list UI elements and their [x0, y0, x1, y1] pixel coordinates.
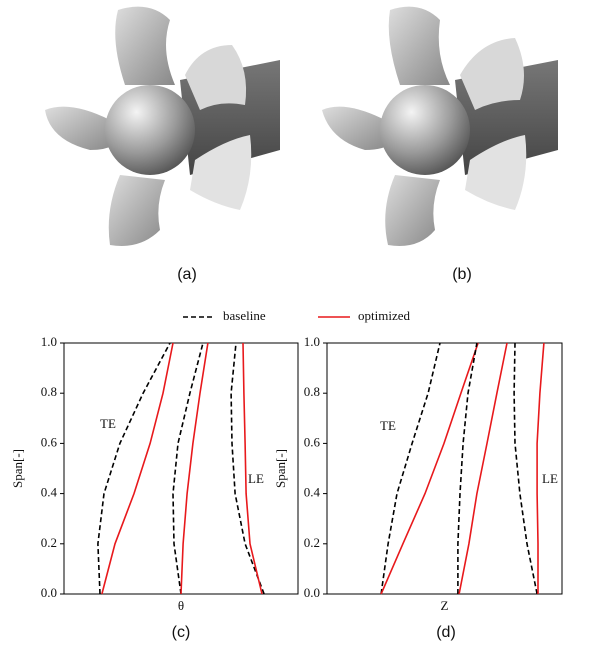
plot-frame — [327, 343, 562, 594]
caption: (a) — [177, 266, 197, 283]
y-axis-label: Span[-] — [10, 449, 25, 488]
y-tick-label: 0.4 — [41, 485, 58, 500]
series-line — [458, 343, 477, 594]
x-axis-label: Z — [441, 598, 449, 613]
series-line — [459, 343, 507, 594]
y-tick-label: 1.0 — [41, 334, 57, 349]
impeller-render-b — [322, 7, 558, 246]
caption: (b) — [452, 266, 472, 283]
y-axis-label: Span[-] — [273, 449, 288, 488]
series-line — [181, 343, 208, 594]
series-line — [231, 343, 264, 594]
series-line — [243, 343, 262, 594]
y-tick-label: 0.2 — [41, 535, 57, 550]
annotation: TE — [380, 418, 396, 433]
series-line — [98, 343, 170, 594]
y-tick-label: 0.4 — [304, 485, 321, 500]
legend-label: optimized — [358, 308, 410, 323]
annotation: LE — [248, 471, 264, 486]
annotation: LE — [542, 471, 558, 486]
caption: (c) — [172, 624, 191, 641]
y-tick-label: 0.0 — [41, 585, 57, 600]
legend-label: baseline — [223, 308, 266, 323]
x-axis-label: θ — [178, 598, 184, 613]
series-line — [173, 343, 203, 594]
caption: (d) — [436, 624, 456, 641]
y-tick-label: 0.0 — [304, 585, 320, 600]
y-tick-label: 0.2 — [304, 535, 320, 550]
y-tick-label: 0.6 — [41, 434, 58, 449]
series-line — [514, 343, 537, 594]
series-line — [102, 343, 173, 594]
impeller-render-a — [45, 7, 280, 246]
y-tick-label: 0.6 — [304, 434, 321, 449]
y-tick-label: 0.8 — [304, 384, 320, 399]
plot-frame — [64, 343, 298, 594]
series-line — [381, 343, 440, 594]
y-tick-label: 0.8 — [41, 384, 57, 399]
series-line — [381, 343, 478, 594]
series-line — [537, 343, 544, 594]
annotation: TE — [100, 416, 116, 431]
figure: (a) (b) (c) (d) 0.0 0.2 0.4 0.6 0.8 1.0 Span[-… — [0, 0, 590, 653]
y-tick-label: 1.0 — [304, 334, 320, 349]
